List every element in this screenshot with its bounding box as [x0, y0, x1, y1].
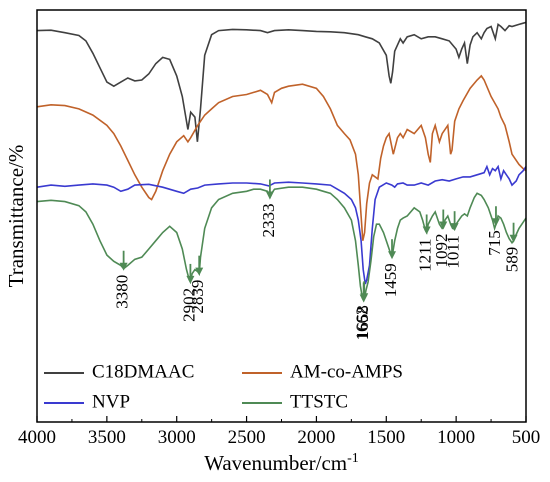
spectra-curves — [36, 21, 527, 303]
peak-label-3380: 3380 — [113, 275, 132, 309]
x-tick-label: 3000 — [158, 427, 196, 448]
x-tick-label: 2500 — [228, 427, 266, 448]
plot-frame — [36, 9, 527, 423]
series-line-c18dmaac — [36, 21, 527, 142]
x-tick-label: 500 — [512, 427, 541, 448]
legend-label: AM-co-AMPS — [290, 361, 403, 382]
peak-label-2902: 2902 — [179, 288, 198, 322]
peak-label-589: 589 — [502, 247, 521, 273]
peak-arrow-head — [491, 218, 500, 227]
peak-arrow-head — [119, 262, 128, 271]
legend-label: TTSTC — [290, 391, 348, 412]
x-tick-label: 1500 — [367, 427, 405, 448]
peak-label-1011: 1011 — [444, 235, 463, 268]
peak-arrow-head — [509, 234, 518, 243]
peak-arrow-head — [450, 223, 459, 232]
peak-label-1662: 1662 — [353, 306, 372, 340]
x-axis-label-superscript: -1 — [347, 451, 359, 466]
x-tick-label: 1000 — [437, 427, 475, 448]
peak-arrow-head — [186, 275, 195, 284]
legend: C18DMAAC AM-co-AMPS NVP TTSTC — [44, 361, 403, 412]
peak-label-1459: 1459 — [381, 263, 400, 297]
series-line-ttstc — [36, 186, 527, 303]
series-line-nvp — [36, 164, 527, 285]
peak-label-1211: 1211 — [416, 238, 435, 271]
peak-label-1658: 1658 — [353, 305, 372, 339]
x-axis-label: Wavenumber/cm-1 — [204, 451, 359, 475]
peak-arrow-head — [265, 191, 274, 200]
x-axis-ticks: 4000 3500 3000 2500 2000 1500 1000 500 — [18, 416, 540, 448]
peak-label-715: 715 — [485, 230, 504, 256]
legend-label: C18DMAAC — [92, 361, 194, 382]
x-tick-label: 3500 — [88, 427, 126, 448]
peak-arrow-head — [195, 267, 204, 276]
y-axis-label: Transmittance/% — [4, 145, 28, 288]
peak-label-2333: 2333 — [259, 203, 278, 237]
x-axis-label-main: Wavenumber/cm — [204, 451, 347, 475]
legend-label: NVP — [92, 391, 130, 412]
peak-arrows — [119, 179, 518, 303]
peak-label-1092: 1092 — [432, 234, 451, 268]
series-line-am-co-amps — [36, 74, 527, 241]
peak-arrow-head — [422, 226, 431, 235]
x-tick-label: 4000 — [18, 427, 56, 448]
peak-arrow-head — [360, 293, 369, 302]
x-tick-label: 2000 — [297, 427, 335, 448]
peak-label-2839: 2839 — [188, 280, 207, 314]
peak-arrow-head — [388, 251, 397, 260]
peak-arrow-head — [439, 221, 448, 230]
